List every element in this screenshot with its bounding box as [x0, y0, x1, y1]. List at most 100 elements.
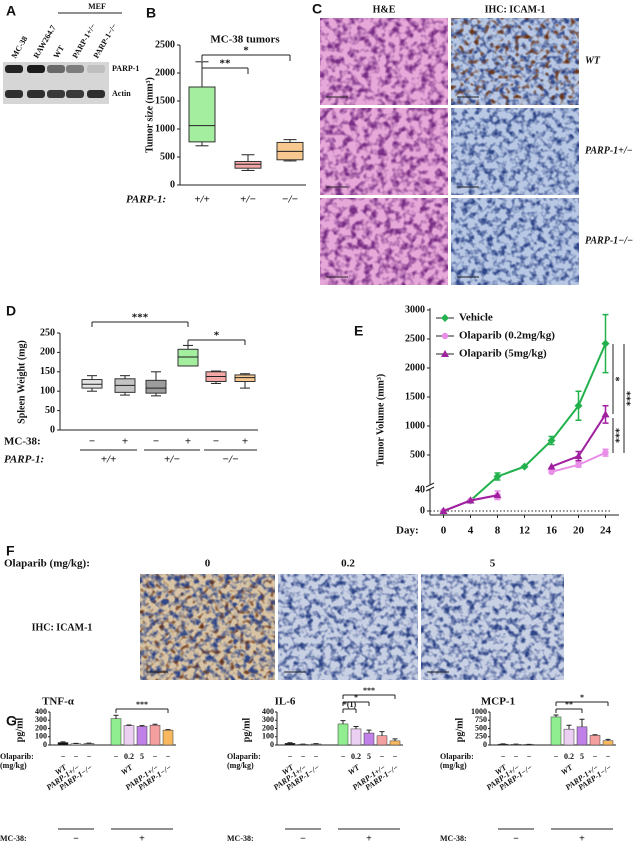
row-title: MC-38:	[440, 834, 467, 843]
row-label: IHC: ICAM-1	[32, 622, 93, 633]
error-bar	[139, 725, 145, 727]
tissue-texture	[320, 108, 448, 195]
olaparib-dose: −	[606, 752, 611, 761]
y-tick-label: 200	[40, 347, 55, 358]
column-label: 0.2	[341, 558, 355, 570]
x-tick-label: −/−	[282, 194, 298, 206]
marker	[439, 507, 448, 514]
chart-title: TNF-α	[42, 696, 75, 708]
olaparib-dose: −	[501, 752, 506, 761]
y-tick-label: 2000	[405, 362, 425, 373]
row-title: Olaparib (mg/kg):	[4, 558, 90, 570]
significance-label: *	[354, 693, 358, 702]
y-tick-label: 0	[270, 740, 274, 749]
row-title: Olaparib:	[440, 752, 474, 761]
x-tick-label: 24	[600, 525, 612, 537]
y-axis-label: Tumor Volume (mm³)	[375, 374, 386, 466]
group-label: +/+	[101, 454, 117, 466]
x-tick-label: +/−	[240, 194, 256, 206]
x-tick-label: 4	[468, 525, 474, 537]
y-tick-label: 2500	[405, 333, 425, 344]
error-bar	[366, 729, 372, 734]
x-axis-label: Day:	[396, 525, 419, 537]
lane-label: WT	[52, 43, 67, 60]
significance-label: *	[243, 45, 249, 57]
y-tick-label: 2500	[155, 39, 175, 50]
significance-label: ***	[625, 391, 636, 406]
olaparib-dose: −	[314, 752, 319, 761]
row-label: WT	[585, 55, 601, 66]
significance-label: *	[214, 330, 220, 342]
olaparib-dose: −	[166, 752, 171, 761]
axis-break	[425, 482, 435, 488]
y-tick-label: 500	[410, 449, 425, 460]
y-axis-label: pg/ml	[14, 718, 25, 743]
x-tick-label: 12	[519, 525, 531, 537]
y-tick-label: 750	[475, 715, 487, 724]
panel-label: D	[6, 303, 16, 319]
y-axis-label: Spleen Weight (mg)	[16, 340, 27, 424]
bar	[136, 726, 148, 746]
y-tick-label: 3000	[405, 304, 425, 315]
tissue-texture	[451, 108, 579, 195]
mc38-label: −	[300, 833, 306, 844]
blot-band	[5, 65, 23, 73]
marker	[547, 462, 556, 470]
olaparib-dose: 0.2	[351, 752, 361, 761]
bar	[70, 743, 82, 746]
olaparib-dose: −	[527, 752, 532, 761]
olaparib-dose: −	[74, 752, 79, 761]
y-tick-label: 250	[475, 732, 487, 741]
y-tick-label: 40	[415, 484, 425, 495]
marker	[520, 462, 529, 471]
y-tick-label: 1500	[405, 391, 425, 402]
mc38-label: +	[139, 833, 145, 844]
blot-band	[66, 65, 84, 73]
y-tick-label: 0	[43, 740, 47, 749]
y-axis-label: Tumor size (mm³)	[144, 77, 155, 153]
olaparib-dose: −	[87, 752, 92, 761]
x-tick-label: −	[213, 436, 219, 448]
legend-label: Olaparib (5mg/kg)	[459, 348, 547, 360]
x-tick-label: +	[242, 436, 248, 448]
olaparib-dose: 5	[140, 752, 144, 761]
row-label: PARP-1+/−	[585, 145, 633, 156]
x-tick-label: +/+	[194, 194, 210, 206]
significance-label: ***	[132, 312, 149, 324]
y-tick-label: 0	[420, 505, 425, 516]
box	[234, 160, 262, 169]
blot-band	[5, 90, 23, 98]
y-tick-label: 0	[483, 740, 487, 749]
bar	[337, 723, 349, 746]
series-line	[443, 343, 607, 512]
significance-label: **	[565, 700, 573, 709]
y-tick-label: 1000	[405, 420, 425, 431]
olaparib-dose: −	[114, 752, 119, 761]
panel-label: A	[6, 3, 16, 19]
box	[188, 86, 216, 143]
error-bar	[579, 718, 585, 727]
y-tick-label: 2000	[155, 67, 175, 78]
column-label: IHC: ICAM-1	[485, 4, 546, 15]
bar	[602, 740, 614, 746]
blot-band	[47, 90, 65, 98]
y-tick-label: 250	[40, 327, 55, 338]
blot-band	[87, 65, 105, 73]
column-label: H&E	[373, 4, 396, 15]
blot-band	[27, 65, 45, 73]
x-tick-label: +	[185, 436, 191, 448]
x-tick-label: −	[153, 436, 159, 448]
box	[177, 348, 199, 367]
genotype-label: WT	[559, 762, 575, 777]
chart-title: IL-6	[275, 696, 296, 708]
y-tick-label: 500	[160, 151, 175, 162]
chart-title: MC-38 tumors	[210, 34, 280, 46]
y-tick-label: 150	[40, 366, 55, 377]
bar	[162, 729, 174, 746]
significance-label: ***	[614, 428, 625, 443]
row-title: Olaparib:	[0, 752, 34, 761]
genotype-label: WT	[119, 762, 135, 777]
y-tick-label: 100	[35, 732, 47, 741]
bar	[110, 718, 122, 746]
error-bar	[553, 714, 559, 717]
